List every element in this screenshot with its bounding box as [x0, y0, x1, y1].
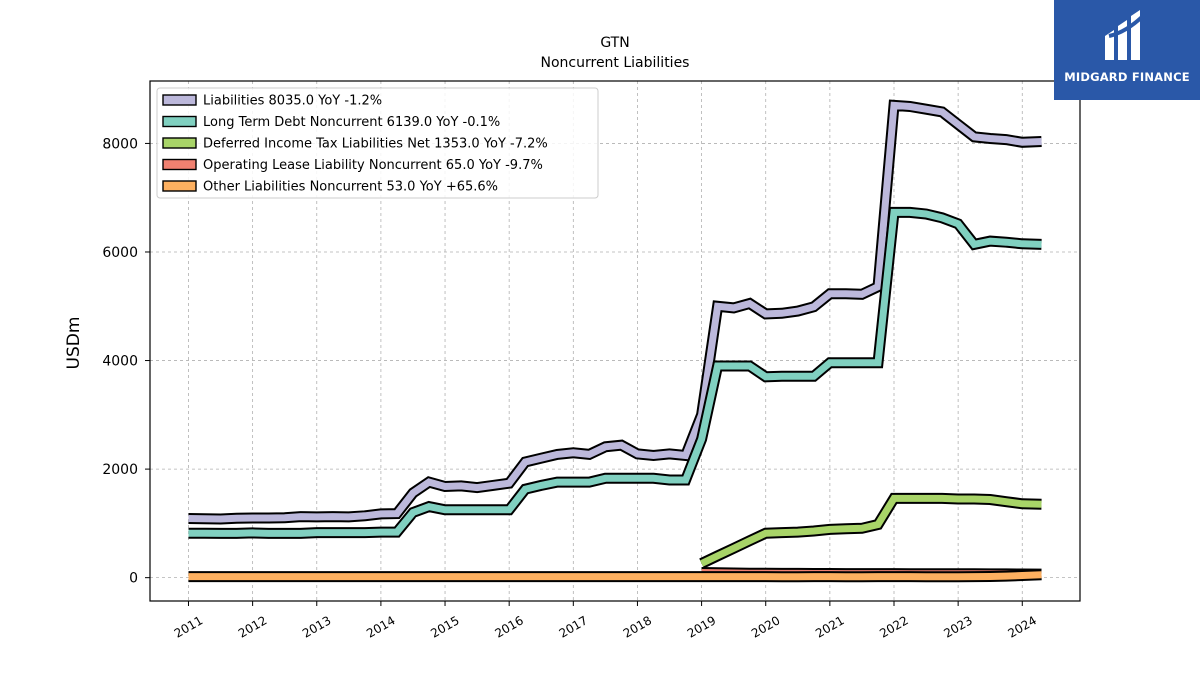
legend-label: Liabilities 8035.0 YoY -1.2%	[203, 94, 382, 109]
x-tick-label: 2016	[492, 613, 525, 640]
series-line	[188, 101, 1042, 523]
plot-frame	[149, 80, 1081, 602]
midgard-logo-icon	[1105, 10, 1147, 60]
legend-label: Other Liabilities Noncurrent 53.0 YoY +6…	[203, 180, 498, 195]
series-line	[188, 208, 1042, 537]
x-tick-label: 2024	[1006, 613, 1039, 640]
x-tick-label: 2015	[428, 613, 461, 640]
x-tick-label: 2019	[685, 613, 718, 640]
series-line	[700, 494, 1042, 567]
series-0	[188, 99, 1042, 525]
legend-swatch	[162, 94, 197, 106]
chart-title: GTN	[600, 35, 629, 51]
series-2	[699, 492, 1042, 569]
y-tick-label: 0	[129, 571, 138, 587]
x-tick-label: 2013	[300, 613, 333, 640]
legend-swatch	[162, 180, 197, 192]
y-tick-label: 2000	[102, 462, 138, 478]
brand-name: MIDGARD FINANCE	[1064, 70, 1190, 84]
x-tick-label: 2017	[557, 613, 590, 640]
legend: Liabilities 8035.0 YoY -1.2% Long Term De…	[156, 87, 599, 199]
y-tick-label: 6000	[102, 245, 138, 261]
y-tick-label: 4000	[102, 354, 138, 370]
x-tick-label: 2014	[364, 613, 397, 640]
x-tick-label: 2023	[941, 613, 974, 640]
legend-box	[156, 87, 599, 199]
midgard-finance-logo: MIDGARD FINANCE	[1054, 0, 1200, 100]
chart-subtitle: Noncurrent Liabilities	[541, 55, 690, 71]
x-tick-label: 2021	[813, 613, 846, 640]
x-tick-label: 2011	[172, 613, 205, 640]
series-line-outline	[699, 492, 1042, 569]
legend-swatch	[162, 115, 197, 128]
x-tick-label: 2020	[749, 613, 782, 640]
legend-label: Deferred Income Tax Liabilities Net 1353…	[203, 137, 548, 152]
series-line	[188, 571, 1042, 581]
series-group	[188, 99, 1042, 583]
y-tick-label: 8000	[102, 136, 138, 152]
x-tick-label: 2022	[877, 613, 910, 640]
x-tick-label: 2012	[236, 613, 269, 640]
series-4	[188, 569, 1042, 583]
x-tick-label: 2018	[621, 613, 654, 640]
legend-swatch	[162, 137, 197, 149]
series-1	[188, 206, 1042, 539]
y-axis-label: USDm	[64, 317, 84, 370]
legend-swatch	[162, 158, 197, 171]
legend-label: Long Term Debt Noncurrent 6139.0 YoY -0.…	[203, 115, 500, 130]
legend-label: Operating Lease Liability Noncurrent 65.…	[203, 158, 543, 173]
